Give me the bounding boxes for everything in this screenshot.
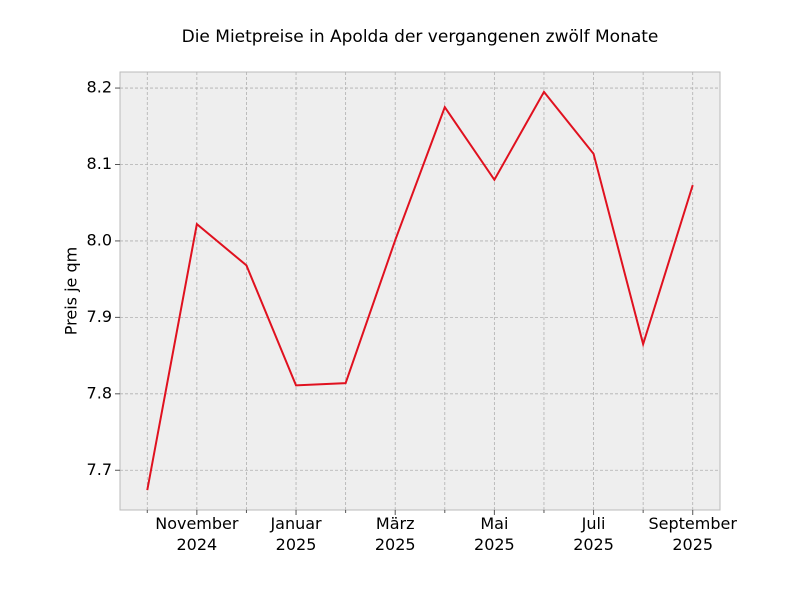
x-tick-label: September 2025: [648, 514, 737, 554]
line: [146, 90, 694, 491]
y-tick-label: 8.2: [87, 78, 112, 97]
x-tick-label: März 2025: [374, 514, 416, 554]
y-tick-label: 7.7: [87, 460, 112, 479]
x-tick-label: Mai 2025: [474, 514, 515, 554]
y-axis-label: Preis je qm: [62, 247, 81, 335]
plot-area: [119, 71, 721, 511]
y-tick-label: 8.0: [87, 230, 112, 249]
x-tick-label: Juli 2025: [573, 514, 614, 554]
y-tick-label: 8.1: [87, 154, 112, 173]
x-tick-label: November 2024: [155, 514, 239, 554]
y-tick-label: 7.9: [87, 307, 112, 326]
x-tick-label: Januar 2025: [270, 514, 322, 554]
chart-title: Die Mietpreise in Apolda der vergangenen…: [182, 27, 659, 47]
y-tick-label: 7.8: [87, 383, 112, 402]
